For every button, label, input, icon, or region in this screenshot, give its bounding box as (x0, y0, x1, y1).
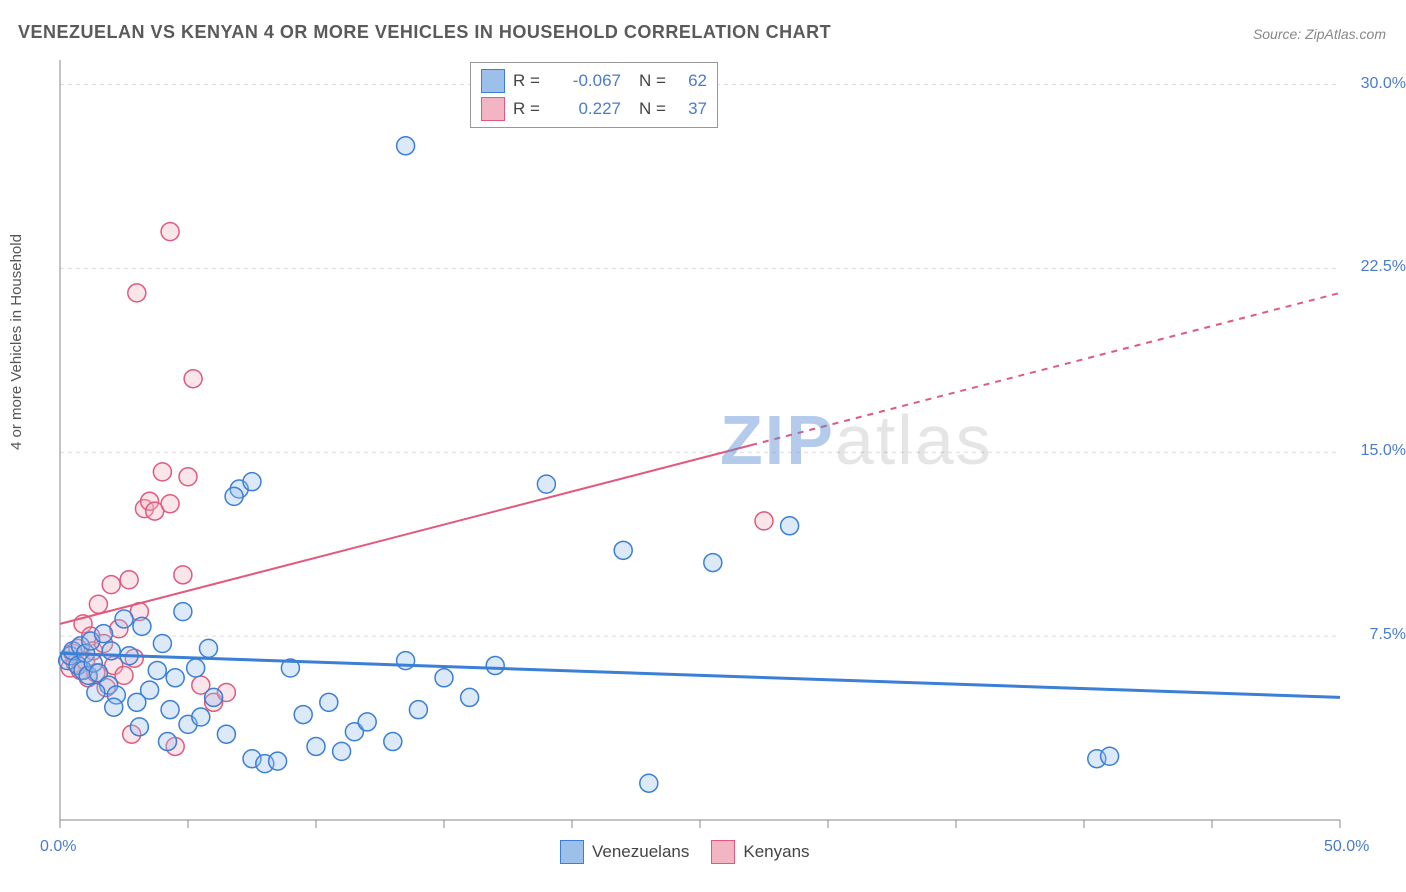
legend-item-venezuelans: Venezuelans (560, 840, 689, 864)
r-label: R = (513, 99, 549, 119)
series-label-venezuelans: Venezuelans (592, 842, 689, 862)
x-tick-label-start: 0.0% (40, 838, 76, 856)
y-tick-label: 30.0% (1346, 75, 1406, 93)
n-value-venezuelans: 62 (677, 71, 707, 91)
series-label-kenyans: Kenyans (743, 842, 809, 862)
scatter-chart (0, 0, 1406, 892)
legend-stats: R = -0.067 N = 62 R = 0.227 N = 37 (470, 62, 718, 128)
swatch-kenyans-icon (481, 97, 505, 121)
y-tick-label: 7.5% (1346, 626, 1406, 644)
r-value-kenyans: 0.227 (557, 99, 621, 119)
legend-item-kenyans: Kenyans (711, 840, 809, 864)
r-label: R = (513, 71, 549, 91)
y-tick-label: 15.0% (1346, 442, 1406, 460)
y-tick-label: 22.5% (1346, 258, 1406, 276)
swatch-venezuelans-icon (481, 69, 505, 93)
legend-row-venezuelans: R = -0.067 N = 62 (481, 67, 707, 95)
r-value-venezuelans: -0.067 (557, 71, 621, 91)
x-tick-label-end: 50.0% (1324, 838, 1369, 856)
legend-row-kenyans: R = 0.227 N = 37 (481, 95, 707, 123)
n-value-kenyans: 37 (677, 99, 707, 119)
swatch-kenyans-icon (711, 840, 735, 864)
n-label: N = (639, 99, 669, 119)
legend-series: Venezuelans Kenyans (560, 840, 810, 864)
n-label: N = (639, 71, 669, 91)
swatch-venezuelans-icon (560, 840, 584, 864)
